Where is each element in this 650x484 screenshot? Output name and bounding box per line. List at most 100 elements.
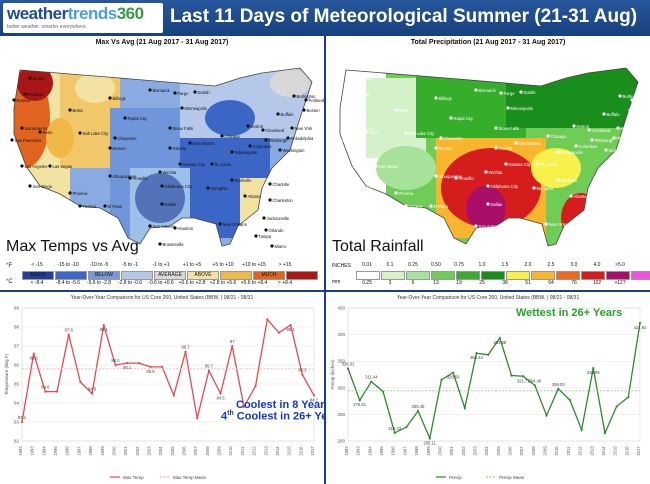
- data-point: [522, 375, 525, 378]
- city-dot: [270, 244, 274, 248]
- city-dot: [290, 126, 294, 130]
- city-label: Tampa: [585, 234, 598, 239]
- legend-swatch: MUCH ABOVE: [253, 271, 285, 280]
- city-dot: [243, 194, 247, 198]
- city-label: Tampa: [259, 234, 272, 239]
- data-point: [568, 398, 572, 402]
- city-dot: [394, 108, 398, 112]
- x-tick-label: 2009: [217, 446, 222, 456]
- data-point: [510, 374, 513, 377]
- city-dot: [618, 94, 622, 98]
- weathertrends-logo[interactable]: weathertrends360 better weather. smarter…: [3, 3, 163, 33]
- x-tick-label: 1994: [41, 446, 46, 456]
- city-dot: [354, 184, 358, 188]
- data-point: [32, 352, 35, 355]
- temp-legend: °F °C < -15 -15 to -10 -10 to -5 -5 to -1 -1…: [6, 262, 318, 288]
- x-tick-label: 2006: [508, 446, 513, 456]
- city-label: Charlotte: [273, 182, 291, 187]
- city-label: Salt Lake City: [83, 131, 110, 136]
- city-dot: [302, 108, 306, 112]
- city-label: Orlando: [595, 228, 611, 233]
- x-tick-label: 2007: [519, 446, 524, 456]
- city-label: Tucson: [83, 204, 97, 209]
- city-label: Denver: [439, 146, 453, 151]
- x-tick-label: 1994: [367, 446, 372, 456]
- chart-title: Year-Over-Year Comparison for US Core 26…: [70, 295, 254, 301]
- legend-swatch: [631, 271, 650, 280]
- city-label: Sacramento: [351, 126, 374, 131]
- city-dot: [48, 164, 52, 168]
- city-dot: [168, 126, 172, 130]
- city-dot: [439, 136, 443, 140]
- city-label: Boise: [73, 108, 84, 113]
- city-label: Memphis: [537, 186, 554, 191]
- x-tick-label: 1992: [344, 446, 349, 456]
- city-dot: [113, 136, 117, 140]
- x-tick-label: 2017: [636, 446, 641, 456]
- legend-mm-label: 13: [433, 280, 439, 286]
- city-dot: [499, 226, 503, 230]
- city-label: Portland: [635, 98, 650, 103]
- city-label: Portland: [28, 92, 44, 97]
- city-dot: [336, 138, 340, 142]
- city-dot: [486, 184, 490, 188]
- legend-swatch: [456, 271, 480, 280]
- data-label: 336.32: [342, 361, 355, 366]
- chart-title: Year-Over-Year Comparison for US Core 26…: [396, 295, 580, 301]
- x-tick-label: 2008: [531, 446, 536, 456]
- legend-mm-label: 3: [388, 280, 392, 286]
- city-label: Dallas: [165, 202, 177, 207]
- y-tick-label: 250: [337, 412, 345, 417]
- legend-c-label: -2.8 to -0.6: [117, 280, 143, 286]
- legend-c-label: < -8.4: [30, 280, 44, 286]
- city-dot: [504, 162, 508, 166]
- y-tick-label: 450: [337, 306, 345, 311]
- city-label: Rapid City: [454, 116, 474, 121]
- city-dot: [346, 164, 350, 168]
- city-markers: Seattle Portland Boise Billings Bismarck Farg…: [336, 76, 650, 248]
- data-point: [393, 431, 396, 434]
- city-dot: [304, 98, 308, 102]
- y-tick-label: 86: [14, 363, 20, 368]
- city-dot: [574, 144, 578, 148]
- city-label: Cleveland: [592, 128, 611, 133]
- city-label: Charleston: [273, 198, 294, 203]
- x-tick-label: 1998: [88, 446, 93, 456]
- legend-swatch: [286, 271, 318, 280]
- legend-swatch: [606, 271, 630, 280]
- city-label: New Orleans: [223, 222, 247, 227]
- header-bar: weathertrends360 better weather. smarter…: [0, 0, 650, 36]
- legend-f-label: -1 to +1: [152, 262, 170, 268]
- city-dot: [264, 228, 268, 232]
- data-label: 421.92: [634, 325, 647, 330]
- city-dot: [602, 112, 606, 116]
- legend-in-label: 0.01: [362, 262, 372, 268]
- city-label: Wichita: [163, 170, 177, 175]
- x-tick-label: 1993: [356, 446, 361, 456]
- city-label: St. Louis: [215, 162, 231, 167]
- city-dot: [484, 242, 488, 246]
- city-dot: [210, 162, 214, 166]
- data-point: [266, 318, 269, 321]
- x-tick-label: 2002: [461, 446, 466, 456]
- data-point: [149, 365, 152, 368]
- data-point: [533, 384, 536, 387]
- data-label: 84.5: [88, 387, 97, 392]
- city-label: Albuquerque: [113, 174, 137, 179]
- legend-c-label: +5.6 to +8.4: [240, 280, 268, 286]
- x-tick-label: 1997: [76, 446, 81, 456]
- city-dot: [394, 191, 398, 195]
- city-dot: [278, 148, 282, 152]
- city-label: Buffalo: [281, 112, 295, 117]
- city-label: Omaha: [499, 146, 513, 151]
- city-label: Columbus: [579, 144, 598, 149]
- city-dot: [262, 216, 266, 220]
- x-tick-label: 2000: [437, 446, 442, 456]
- city-dot: [158, 242, 162, 246]
- city-dot: [349, 92, 353, 96]
- city-label: Boston: [307, 108, 321, 113]
- x-tick-label: 2012: [578, 446, 583, 456]
- city-dot: [590, 228, 594, 232]
- city-dot: [148, 224, 152, 228]
- legend-swatch: [55, 271, 87, 280]
